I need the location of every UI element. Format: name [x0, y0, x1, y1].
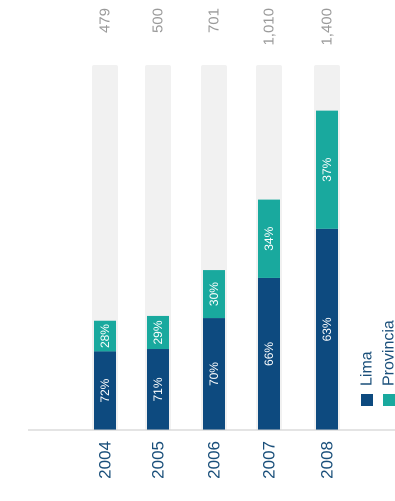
legend-swatch-provincia: [383, 394, 395, 406]
legend-swatch-lima: [361, 394, 373, 406]
total-label-2004: 479: [97, 8, 114, 33]
year-labels: 2004 2005 2006 2007 2008: [96, 441, 337, 479]
pct-label-lima-2006: 70%: [207, 362, 221, 386]
total-labels: 479 500 701 1,010 1,400: [97, 8, 336, 46]
pct-label-lima-2007: 66%: [262, 342, 276, 366]
total-label-2007: 1,010: [261, 8, 278, 46]
pct-label-provincia-2006: 30%: [207, 282, 221, 306]
total-label-2006: 701: [206, 8, 223, 33]
legend: Lima Provincia: [359, 320, 395, 406]
year-label-2004: 2004: [96, 441, 115, 479]
legend-label-lima: Lima: [359, 351, 376, 386]
pct-label-provincia-2005: 29%: [151, 320, 165, 344]
year-label-2007: 2007: [260, 441, 279, 479]
year-label-2008: 2008: [318, 441, 337, 479]
year-label-2005: 2005: [149, 441, 168, 479]
pct-label-provincia-2007: 34%: [262, 226, 276, 250]
pct-label-lima-2004: 72%: [98, 378, 112, 402]
pct-label-lima-2008: 63%: [320, 317, 334, 341]
pct-label-provincia-2004: 28%: [98, 324, 112, 348]
pct-label-lima-2005: 71%: [151, 377, 165, 401]
total-label-2008: 1,400: [319, 8, 336, 46]
total-label-2005: 500: [150, 8, 167, 33]
pct-label-provincia-2008: 37%: [320, 157, 334, 181]
legend-label-provincia: Provincia: [381, 320, 395, 386]
year-label-2006: 2006: [205, 441, 224, 479]
